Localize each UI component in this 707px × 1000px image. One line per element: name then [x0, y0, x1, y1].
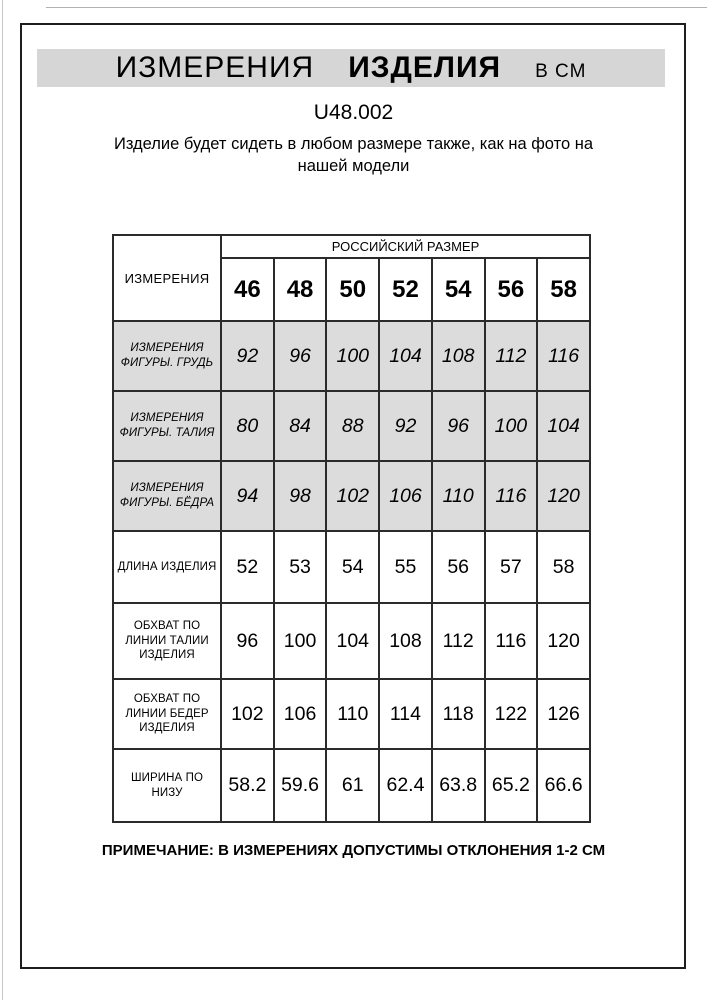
- value-cell: 54: [325, 530, 381, 604]
- value-cell: 96: [220, 602, 275, 680]
- table-row: ОБХВАТ ПО ЛИНИИ ТАЛИИ ИЗДЕЛИЯ 96 100 104 108…: [112, 602, 591, 680]
- table-row: ИЗМЕРЕНИЯ ФИГУРЫ. ГРУДЬ 92 96 100 104 108 112 1…: [112, 320, 591, 392]
- value-cell: 126: [536, 678, 591, 750]
- value-cell: 80: [220, 390, 275, 462]
- fit-description: Изделие будет сидеть в любом размере так…: [113, 135, 594, 175]
- value-cell: 100: [272, 602, 328, 680]
- value-cell: 102: [325, 460, 381, 532]
- left-edge-hairline: [2, 0, 3, 1000]
- title-product: ИЗДЕЛИЯ: [348, 51, 502, 84]
- russian-size-header: РОССИЙСКИЙ РАЗМЕР: [220, 234, 591, 259]
- value-cell: 92: [378, 390, 433, 462]
- size-column-header: 52: [378, 257, 433, 322]
- value-cell: 122: [483, 678, 539, 750]
- value-cell: 58.2: [220, 748, 275, 823]
- value-cell: 100: [483, 390, 539, 462]
- size-column-header: 50: [325, 257, 381, 322]
- value-cell: 98: [272, 460, 328, 532]
- value-cell: 120: [536, 602, 591, 680]
- product-code: U48.002: [313, 101, 394, 124]
- row-label: ИЗМЕРЕНИЯ ФИГУРЫ. ТАЛИЯ: [112, 390, 222, 462]
- title-measurements: ИЗМЕРЕНИЯ: [115, 51, 315, 84]
- size-table: ИЗМЕРЕНИЯ РОССИЙСКИЙ РАЗМЕР 46 48 50 52 54 56 58…: [112, 234, 591, 823]
- table-row: ИЗМЕРЕНИЯ ФИГУРЫ. ТАЛИЯ 80 84 88 92 96 100 104: [112, 390, 591, 462]
- size-column-header: 58: [536, 257, 591, 322]
- value-cell: 102: [220, 678, 275, 750]
- value-cell: 106: [378, 460, 433, 532]
- value-cell: 92: [220, 320, 275, 392]
- value-cell: 61: [325, 748, 381, 823]
- value-cell: 96: [430, 390, 486, 462]
- deviation-note: ПРИМЕЧАНИЕ: В ИЗМЕРЕНИЯХ ДОПУСТИМЫ ОТКЛО…: [101, 842, 606, 859]
- title-unit: В СМ: [535, 61, 587, 82]
- value-cell: 104: [378, 320, 433, 392]
- value-cell: 116: [483, 602, 539, 680]
- row-label: ДЛИНА ИЗДЕЛИЯ: [112, 530, 222, 604]
- size-column-header: 54: [430, 257, 486, 322]
- value-cell: 88: [325, 390, 381, 462]
- row-label: ОБХВАТ ПО ЛИНИИ БЕДЕР ИЗДЕЛИЯ: [112, 678, 222, 750]
- value-cell: 118: [430, 678, 486, 750]
- size-column-header: 56: [483, 257, 539, 322]
- value-cell: 96: [272, 320, 328, 392]
- value-cell: 116: [483, 460, 539, 532]
- value-cell: 65.2: [483, 748, 539, 823]
- value-cell: 59.6: [272, 748, 328, 823]
- table-corner-label: ИЗМЕРЕНИЯ: [112, 234, 222, 322]
- value-cell: 108: [430, 320, 486, 392]
- value-cell: 63.8: [430, 748, 486, 823]
- value-cell: 57: [483, 530, 539, 604]
- value-cell: 110: [430, 460, 486, 532]
- value-cell: 108: [378, 602, 433, 680]
- value-cell: 52: [220, 530, 275, 604]
- value-cell: 112: [430, 602, 486, 680]
- value-cell: 104: [325, 602, 381, 680]
- value-cell: 100: [325, 320, 381, 392]
- table-row: ШИРИНА ПО НИЗУ 58.2 59.6 61 62.4 63.8 65.2 66.6: [112, 748, 591, 823]
- value-cell: 55: [378, 530, 433, 604]
- table-row: ОБХВАТ ПО ЛИНИИ БЕДЕР ИЗДЕЛИЯ 102 106 110 11…: [112, 678, 591, 750]
- value-cell: 110: [325, 678, 381, 750]
- table-row: ДЛИНА ИЗДЕЛИЯ 52 53 54 55 56 57 58: [112, 530, 591, 604]
- value-cell: 106: [272, 678, 328, 750]
- title-banner: ИЗМЕРЕНИЯ ИЗДЕЛИЯ В СМ: [37, 49, 665, 87]
- value-cell: 112: [483, 320, 539, 392]
- value-cell: 114: [378, 678, 433, 750]
- table-row: ИЗМЕРЕНИЯ ФИГУРЫ. БЁДРА 94 98 102 106 110 116 1…: [112, 460, 591, 532]
- top-edge-hairline: [46, 7, 707, 8]
- row-label: ИЗМЕРЕНИЯ ФИГУРЫ. БЁДРА: [112, 460, 222, 532]
- value-cell: 58: [536, 530, 591, 604]
- row-label: ОБХВАТ ПО ЛИНИИ ТАЛИИ ИЗДЕЛИЯ: [112, 602, 222, 680]
- value-cell: 53: [272, 530, 328, 604]
- value-cell: 116: [536, 320, 591, 392]
- size-column-header: 46: [220, 257, 275, 322]
- value-cell: 120: [536, 460, 591, 532]
- value-cell: 104: [536, 390, 591, 462]
- value-cell: 56: [430, 530, 486, 604]
- value-cell: 62.4: [378, 748, 433, 823]
- page-frame: [20, 23, 686, 969]
- row-label: ИЗМЕРЕНИЯ ФИГУРЫ. ГРУДЬ: [112, 320, 222, 392]
- value-cell: 94: [220, 460, 275, 532]
- value-cell: 66.6: [536, 748, 591, 823]
- value-cell: 84: [272, 390, 328, 462]
- size-column-header: 48: [272, 257, 328, 322]
- row-label: ШИРИНА ПО НИЗУ: [112, 748, 222, 823]
